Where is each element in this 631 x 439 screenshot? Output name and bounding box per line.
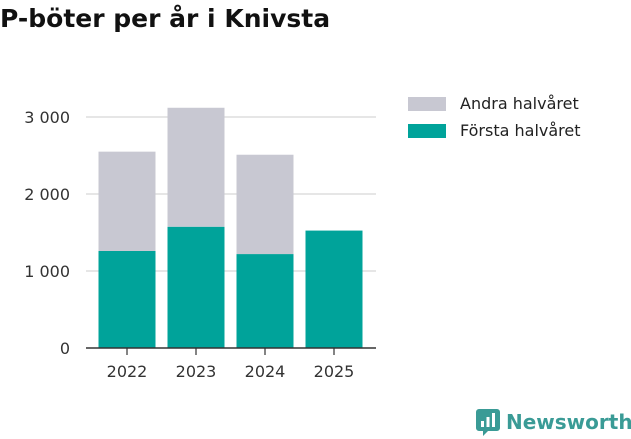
- y-tick-label: 2 000: [24, 185, 70, 204]
- legend-item-andra-halvaret: Andra halvåret: [408, 90, 581, 117]
- bar-forsta-2023: [167, 226, 225, 348]
- x-tick-label: 2025: [314, 362, 355, 381]
- axes: 0 1 000 2 000 3 000 2022 2023 2024 2025: [24, 108, 376, 381]
- legend-item-forsta-halvaret: Första halvåret: [408, 117, 581, 144]
- y-tick-label: 1 000: [24, 262, 70, 281]
- legend: Andra halvåret Första halvåret: [408, 90, 581, 144]
- y-tick-label: 0: [60, 339, 70, 358]
- bar-andra-2024: [236, 154, 294, 255]
- x-tick-label: 2022: [107, 362, 148, 381]
- bars: [98, 107, 363, 348]
- bar-andra-2022: [98, 151, 156, 251]
- bar-forsta-2024: [236, 254, 294, 348]
- bar-forsta-2025: [305, 230, 363, 348]
- y-tick-label: 3 000: [24, 108, 70, 127]
- legend-label-forsta: Första halvåret: [460, 121, 581, 140]
- x-tick-label: 2024: [245, 362, 286, 381]
- legend-swatch-andra: [408, 96, 446, 111]
- legend-swatch-forsta: [408, 123, 446, 138]
- newsworthy-logo-icon: [476, 409, 500, 436]
- chart-title: P-böter per år i Knivsta: [0, 4, 331, 33]
- brand-name: Newsworthy: [506, 410, 631, 434]
- bar-andra-2023: [167, 107, 225, 227]
- bar-forsta-2022: [98, 250, 156, 348]
- legend-label-andra: Andra halvåret: [460, 94, 579, 113]
- x-tick-label: 2023: [176, 362, 217, 381]
- brand-logo-block: Newsworthy: [476, 408, 631, 436]
